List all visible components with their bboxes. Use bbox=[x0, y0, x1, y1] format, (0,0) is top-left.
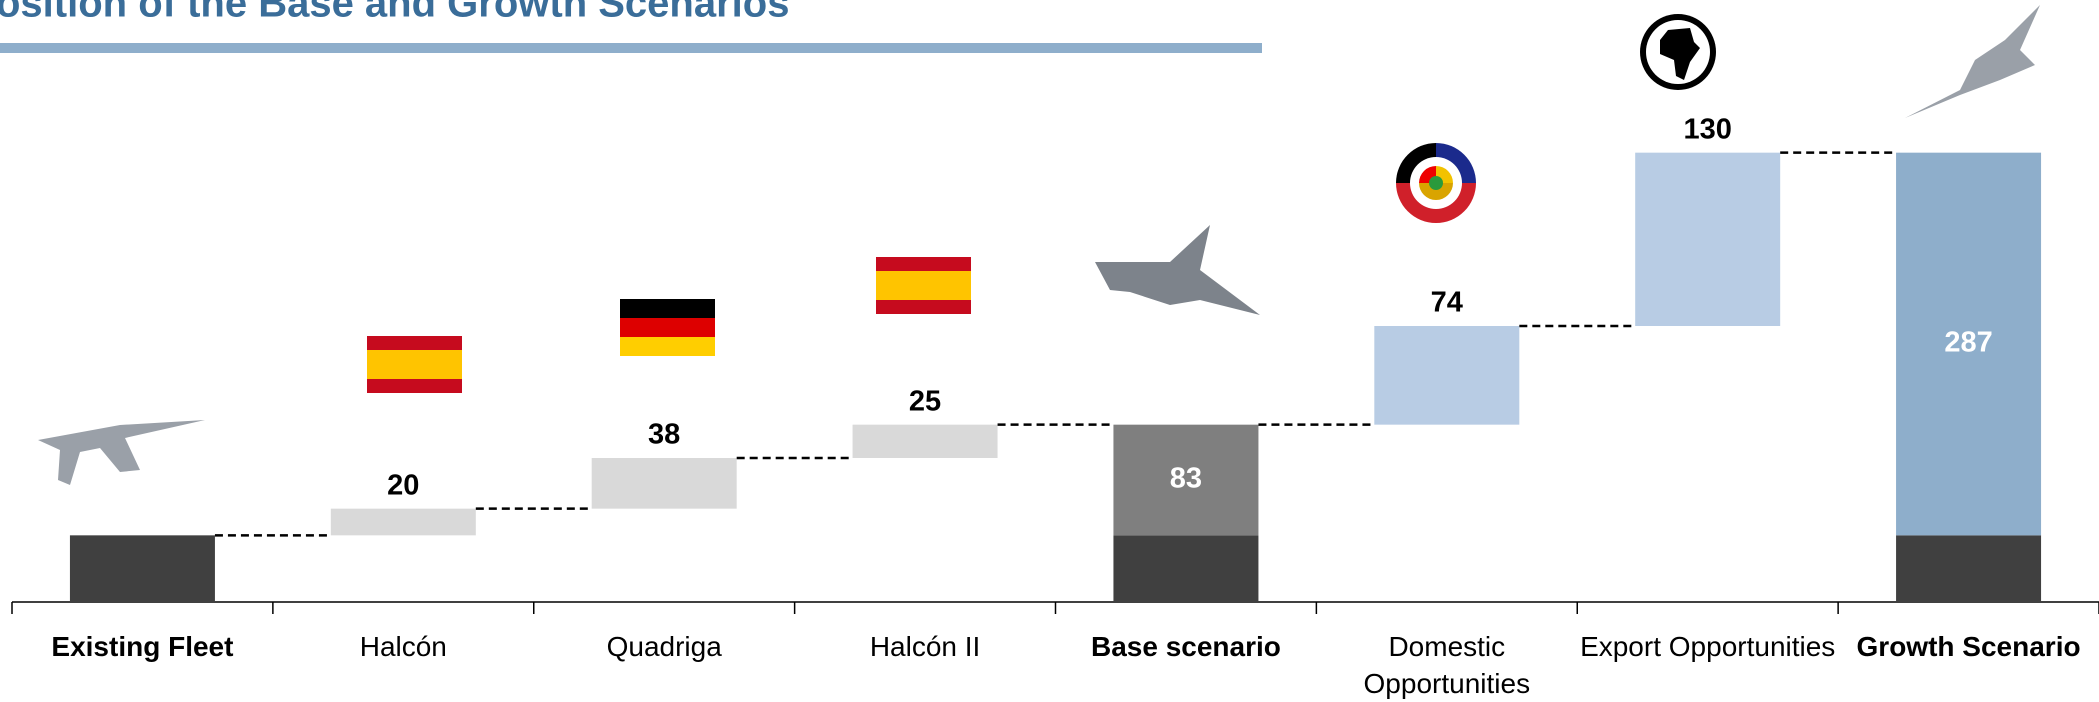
flag-spain bbox=[367, 336, 462, 393]
bar bbox=[70, 535, 215, 602]
roundel-icon bbox=[1396, 143, 1476, 223]
jet-icon bbox=[1905, 5, 2040, 118]
bar bbox=[592, 458, 737, 509]
x-tick-label: Quadriga bbox=[534, 628, 795, 665]
value-label: 74 bbox=[1431, 287, 1463, 319]
x-tick-label: Domestic Opportunities bbox=[1316, 628, 1577, 702]
bar bbox=[1635, 153, 1780, 326]
value-label: 83 bbox=[1170, 463, 1202, 495]
x-tick-label: Halcón bbox=[273, 628, 534, 665]
value-label: 25 bbox=[909, 385, 941, 417]
bar bbox=[1374, 326, 1519, 425]
value-label: 20 bbox=[387, 469, 419, 501]
value-label: 287 bbox=[1944, 327, 1992, 359]
value-label: 130 bbox=[1683, 113, 1731, 145]
chart-title: osition of the Base and Growth Scenarios bbox=[0, 0, 789, 26]
page: osition of the Base and Growth Scenarios… bbox=[0, 0, 2099, 702]
x-tick-label: Halcón II bbox=[795, 628, 1056, 665]
globe-icon bbox=[1640, 14, 1716, 90]
value-label: 38 bbox=[648, 419, 680, 451]
bar-base bbox=[1896, 535, 2041, 602]
x-tick-label: Existing Fleet bbox=[12, 628, 273, 665]
bar-base bbox=[1113, 535, 1258, 602]
chart: osition of the Base and Growth Scenarios… bbox=[0, 0, 2099, 702]
title-underline bbox=[0, 43, 1262, 53]
jet-icon bbox=[1095, 225, 1260, 315]
x-tick-label: Export Opportunities bbox=[1577, 628, 1838, 665]
bar bbox=[853, 425, 998, 458]
flag-spain bbox=[876, 257, 971, 314]
x-tick-label: Base scenario bbox=[1056, 628, 1317, 665]
x-tick-label: Growth Scenario bbox=[1838, 628, 2099, 665]
bar bbox=[331, 509, 476, 536]
flag-germany bbox=[620, 299, 715, 356]
jet-icon bbox=[38, 420, 205, 485]
